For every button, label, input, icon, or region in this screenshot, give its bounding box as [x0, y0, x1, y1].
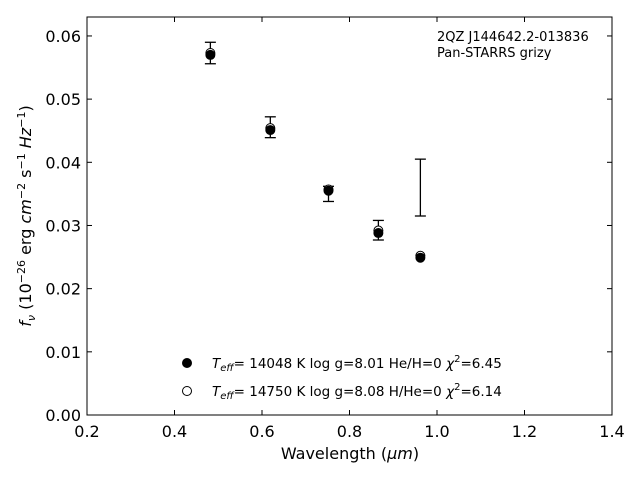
x-tick-label: 0.6	[249, 422, 274, 441]
legend: Teff= 14048 K log g=8.01 He/H=0 χ2=6.45 …	[182, 354, 502, 402]
y-tick-label: 0.05	[45, 90, 81, 109]
x-axis-label: Wavelength (μm)	[281, 444, 419, 463]
model-point-filled	[205, 49, 216, 60]
y-tick-label: 0.06	[45, 27, 81, 46]
x-tick-label: 0.4	[162, 422, 187, 441]
x-tick-label: 1.4	[599, 422, 624, 441]
model-point-filled	[323, 185, 334, 196]
legend-entry-he-h: Teff= 14048 K log g=8.01 He/H=0 χ2=6.45	[212, 354, 502, 374]
y-axis-label: fν (10−26 erg cm−2 s−1 Hz−1)	[15, 105, 38, 326]
model-point-filled	[415, 252, 426, 263]
annotation-object-name: 2QZ J144642.2-013836	[437, 30, 589, 45]
x-tick-label: 1.0	[424, 422, 449, 441]
observed-errorbars	[204, 41, 426, 241]
model-markers	[205, 48, 426, 263]
legend-marker-filled	[182, 358, 192, 368]
x-axis: 0.2 0.4 0.6 0.8 1.0 1.2 1.4	[74, 17, 625, 441]
x-tick-label: 1.2	[512, 422, 537, 441]
y-tick-label: 0.02	[45, 280, 81, 299]
x-tick-label: 0.8	[337, 422, 362, 441]
annotation-survey: Pan-STARRS grizy	[437, 46, 552, 61]
errorbar	[414, 158, 426, 217]
x-tick-label: 0.2	[74, 422, 99, 441]
y-tick-label: 0.01	[45, 343, 81, 362]
y-tick-label: 0.04	[45, 153, 81, 172]
legend-marker-open	[182, 386, 192, 396]
y-tick-label: 0.03	[45, 216, 81, 235]
model-point-filled	[265, 125, 276, 136]
legend-entry-h-he: Teff= 14750 K log g=8.08 H/He=0 χ2=6.14	[212, 382, 502, 402]
y-axis: 0.00 0.01 0.02 0.03 0.04 0.05 0.06	[45, 27, 612, 425]
model-point-filled	[373, 228, 384, 239]
y-tick-label: 0.00	[45, 406, 81, 425]
